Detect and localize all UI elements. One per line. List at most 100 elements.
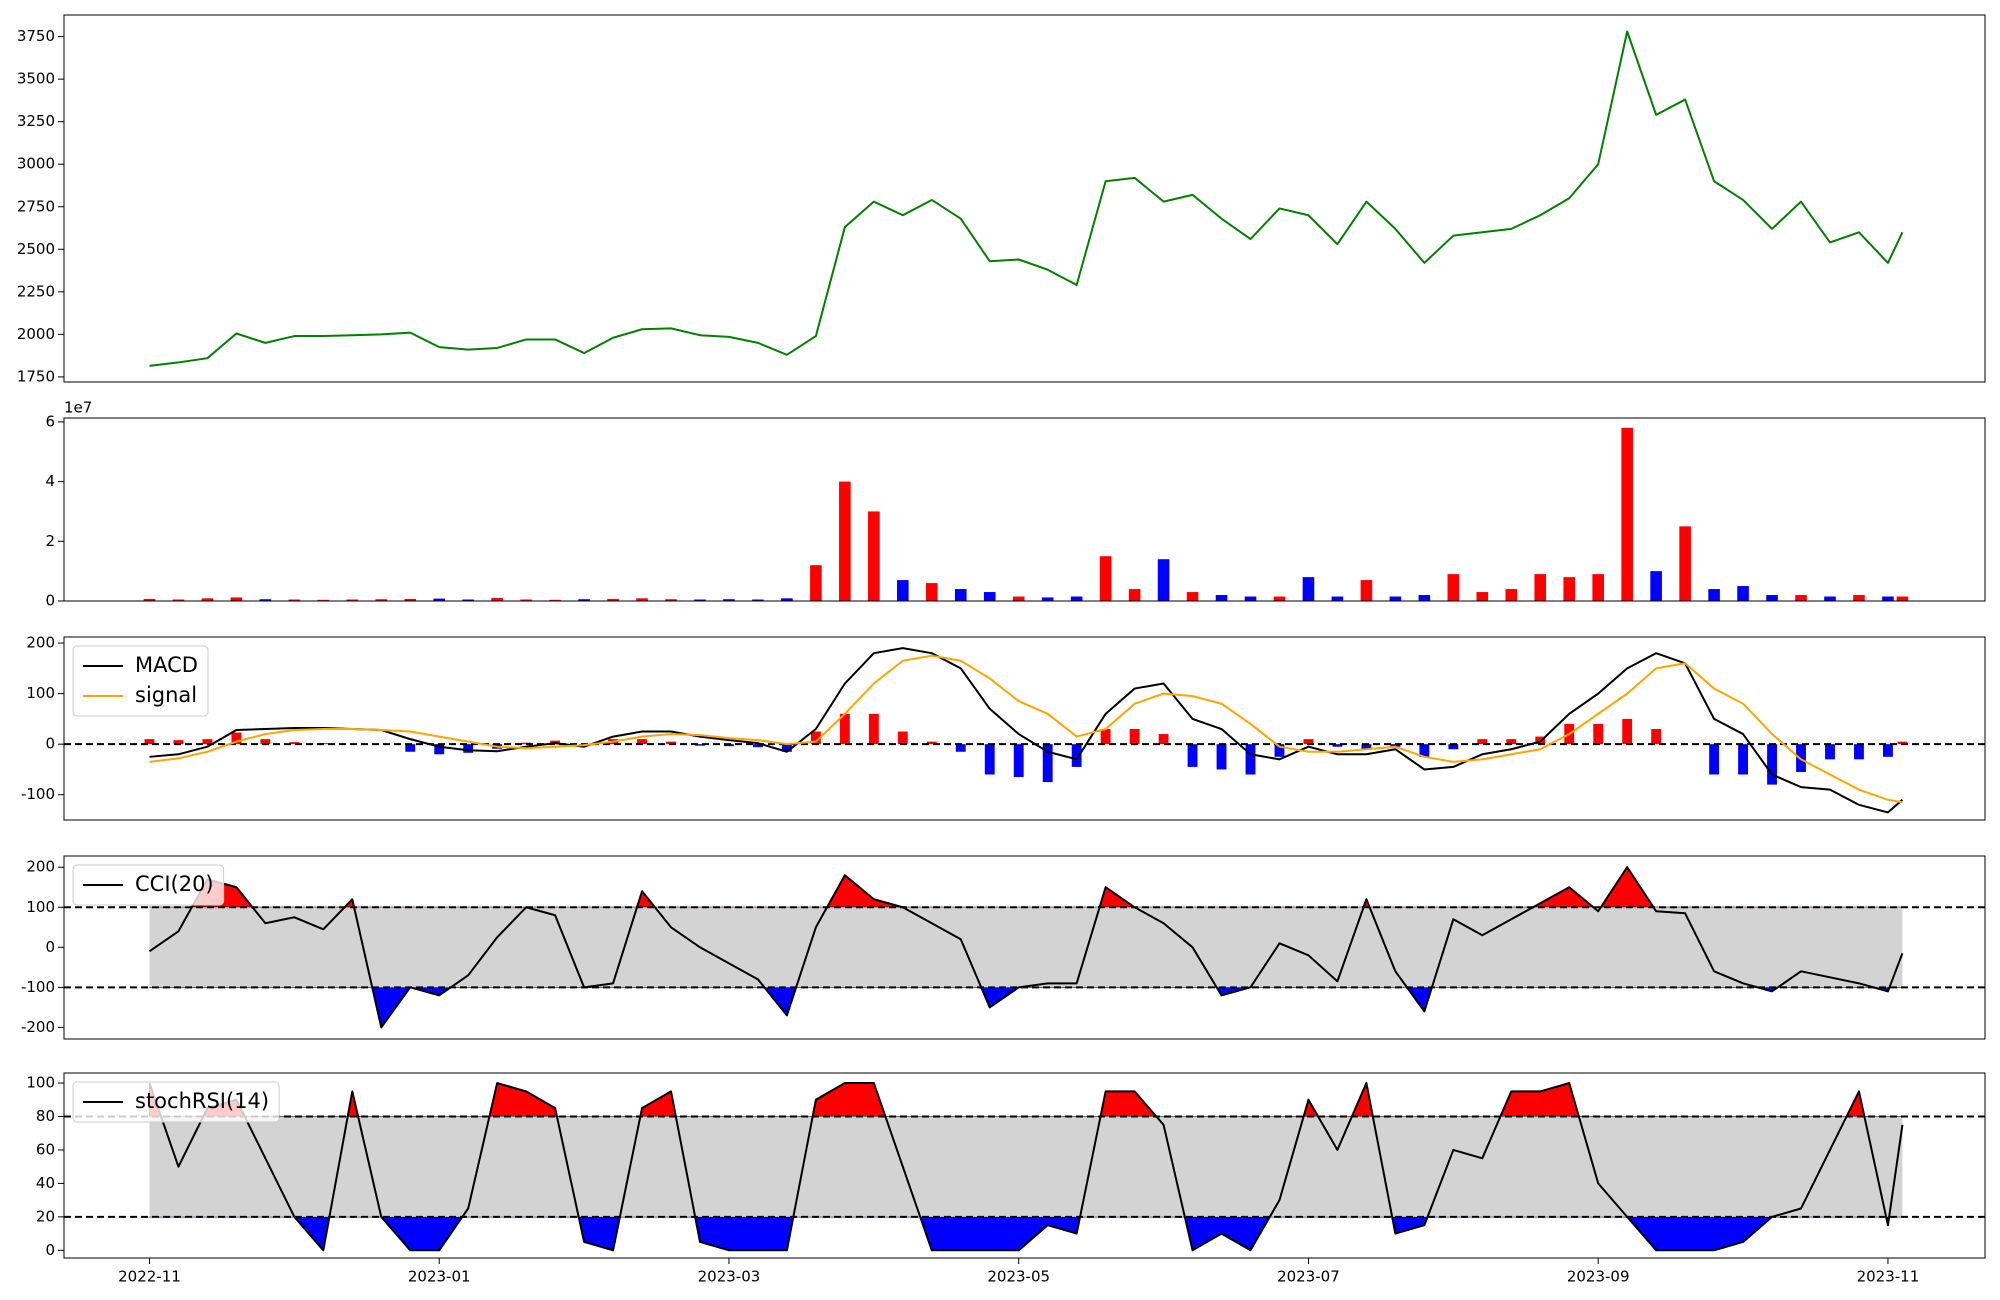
y-tick-label: 2000 [17,325,55,343]
axes-frame [63,1072,1986,1259]
histogram-bar [926,741,937,745]
volume-bar [781,598,793,601]
volume-bar [925,583,938,601]
x-tick-label: 2023-07 [1277,1268,1340,1286]
y-tick-label: 100 [26,684,55,702]
volume-bar [1476,592,1489,601]
data-line [149,654,1903,804]
histogram-bar [781,744,792,752]
histogram-bar [1071,744,1082,767]
overbought-fill [148,1081,1903,1117]
data-line [149,647,1904,814]
histogram-bar [1709,744,1720,775]
histogram-bar [1854,744,1864,760]
histogram-bar [1332,744,1343,747]
legend-label: stochRSI(14) [135,1089,269,1113]
x-tick-label: 2022-11 [118,1268,181,1286]
volume-bar [810,565,822,601]
x-tick-label: 2023-03 [698,1268,761,1286]
volume-bar [1882,596,1894,601]
histogram-bar [289,742,300,745]
legend-label: MACD [135,653,198,677]
histogram-bar [1390,744,1401,747]
volume-bar [1853,595,1865,601]
volume-bar [607,598,619,601]
volume-bar [636,598,648,601]
data-line [148,1082,1904,1252]
y-tick-label: 200 [26,858,55,876]
volume-bar [1447,574,1460,601]
volume-bar [1244,596,1257,601]
x-tick-label: 2023-09 [1567,1268,1630,1286]
volume-bar [665,599,677,601]
histogram-bar [753,744,763,748]
volume-bar [1534,574,1547,601]
volume-bar [1360,580,1373,601]
panel: -200 -100 0 100 200 CCI(20) [21,855,1986,1040]
y-tick-label: 0 [45,735,55,753]
histogram-bar [1738,744,1748,775]
volume-bar [1128,589,1141,601]
volume-bar [1273,596,1286,601]
histogram-bar [1477,739,1488,745]
histogram-bar [1245,744,1256,775]
volume-bar [346,599,359,601]
panel: -100 0 100 200 MACD signal [21,634,1986,821]
legend: CCI(20) [72,864,225,906]
volume-bar [694,599,706,601]
y-tick-label: 2500 [17,240,55,258]
volume-bar [983,592,996,601]
histogram-bar [144,739,155,745]
y-tick-label: 20 [36,1207,55,1225]
y-tick-label: -200 [21,1018,55,1036]
volume-bar [1505,589,1518,601]
histogram-bar [1187,744,1198,767]
x-tick-label: 2023-11 [1857,1268,1920,1286]
volume-bar [375,599,388,601]
y-tick-label: 4 [45,472,55,490]
neutral-band [149,907,1903,988]
legend-box [72,1081,280,1123]
volume-bar [954,589,967,601]
volume-bar [491,598,503,601]
volume-bar [1824,596,1836,601]
histogram-bar [405,744,416,752]
volume-bar [1215,595,1228,601]
volume-bar [1708,589,1720,601]
histogram-bar [1129,729,1140,745]
histogram-bar [1622,718,1633,745]
histogram-bar [434,744,445,755]
plot-area [64,418,1985,601]
volume-bar [433,598,446,601]
histogram-bar [202,739,213,745]
y-tick-label: 3500 [17,70,55,88]
histogram-bar [810,731,821,745]
legend-box [72,864,225,906]
volume-bar [578,599,590,601]
volume-bar [752,599,764,601]
x-tick-label: 2023-05 [987,1268,1050,1286]
panel: 0 2 4 6 1e7 [45,399,1986,610]
histogram-bar [897,731,908,745]
data-line [149,30,1904,367]
histogram-bar [1506,739,1517,745]
histogram-bar [1013,744,1024,778]
histogram-bar [1767,744,1777,785]
y-tick-label: 3250 [17,112,55,130]
y-tick-label: -100 [21,785,55,803]
histogram-bar [1100,729,1111,745]
volume-bar [288,599,301,601]
histogram-bar [1448,744,1459,750]
volume-bar [1331,596,1344,601]
data-line [148,866,1904,1029]
y-tick-label: 100 [26,1074,55,1092]
volume-bar [1070,596,1083,601]
histogram-bar [955,744,966,752]
histogram-bar [1651,729,1662,745]
volume-bar [1766,595,1778,601]
histogram-bar [695,744,705,746]
panel: 0 20 40 60 80 100 stochRSI(14) 2022-11 2023-01 20… [26,1072,1986,1286]
y-tick-label: 100 [26,898,55,916]
volume-bar [1650,571,1662,601]
